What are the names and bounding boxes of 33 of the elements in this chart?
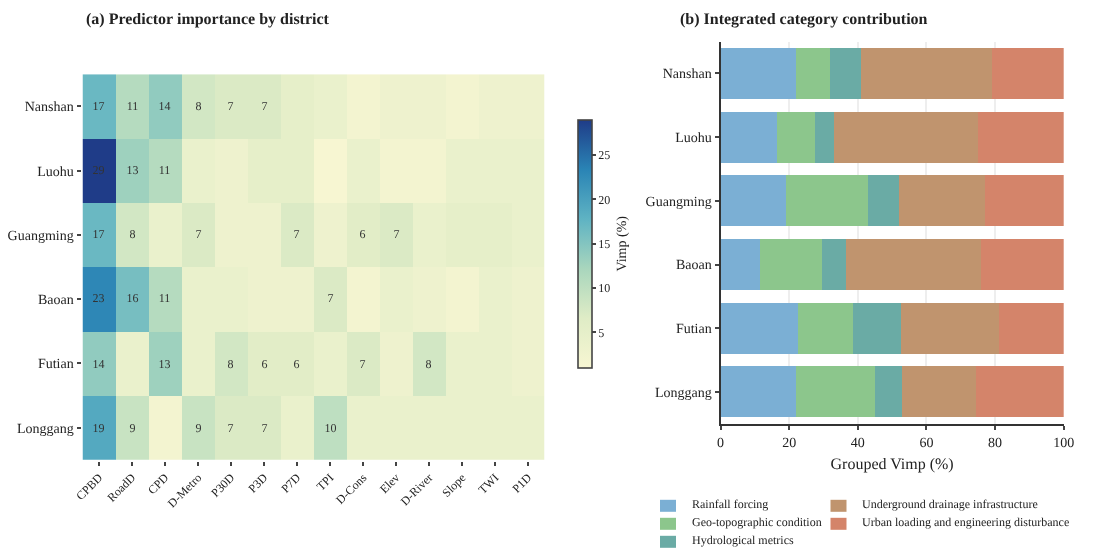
bar [976, 366, 1064, 418]
bar [759, 239, 822, 291]
bar [720, 366, 796, 418]
bar [977, 111, 1064, 163]
bar [796, 366, 875, 418]
bar [900, 302, 999, 354]
bar [777, 111, 815, 163]
bar [785, 175, 869, 227]
bar [845, 239, 982, 291]
bar [720, 239, 760, 291]
bar [720, 302, 798, 354]
bar [874, 366, 903, 418]
bar [796, 47, 831, 99]
x-axis-title: Grouped Vimp (%) [830, 454, 955, 473]
bar [814, 111, 834, 163]
bar [720, 111, 778, 163]
bar [861, 47, 992, 99]
bar [902, 366, 977, 418]
bar [991, 47, 1064, 99]
bar [981, 239, 1064, 291]
bar [797, 302, 853, 354]
bar [984, 175, 1064, 227]
bar [720, 175, 786, 227]
bar [821, 239, 846, 291]
bar [833, 111, 978, 163]
bar [868, 175, 899, 227]
bar [852, 302, 901, 354]
chart-title: (a) Predictor importance by district [86, 10, 330, 28]
bar [830, 47, 862, 99]
chart-title: (b) Integrated category contribution [680, 10, 929, 28]
bar [720, 47, 796, 99]
bar [898, 175, 985, 227]
bar [998, 302, 1064, 354]
